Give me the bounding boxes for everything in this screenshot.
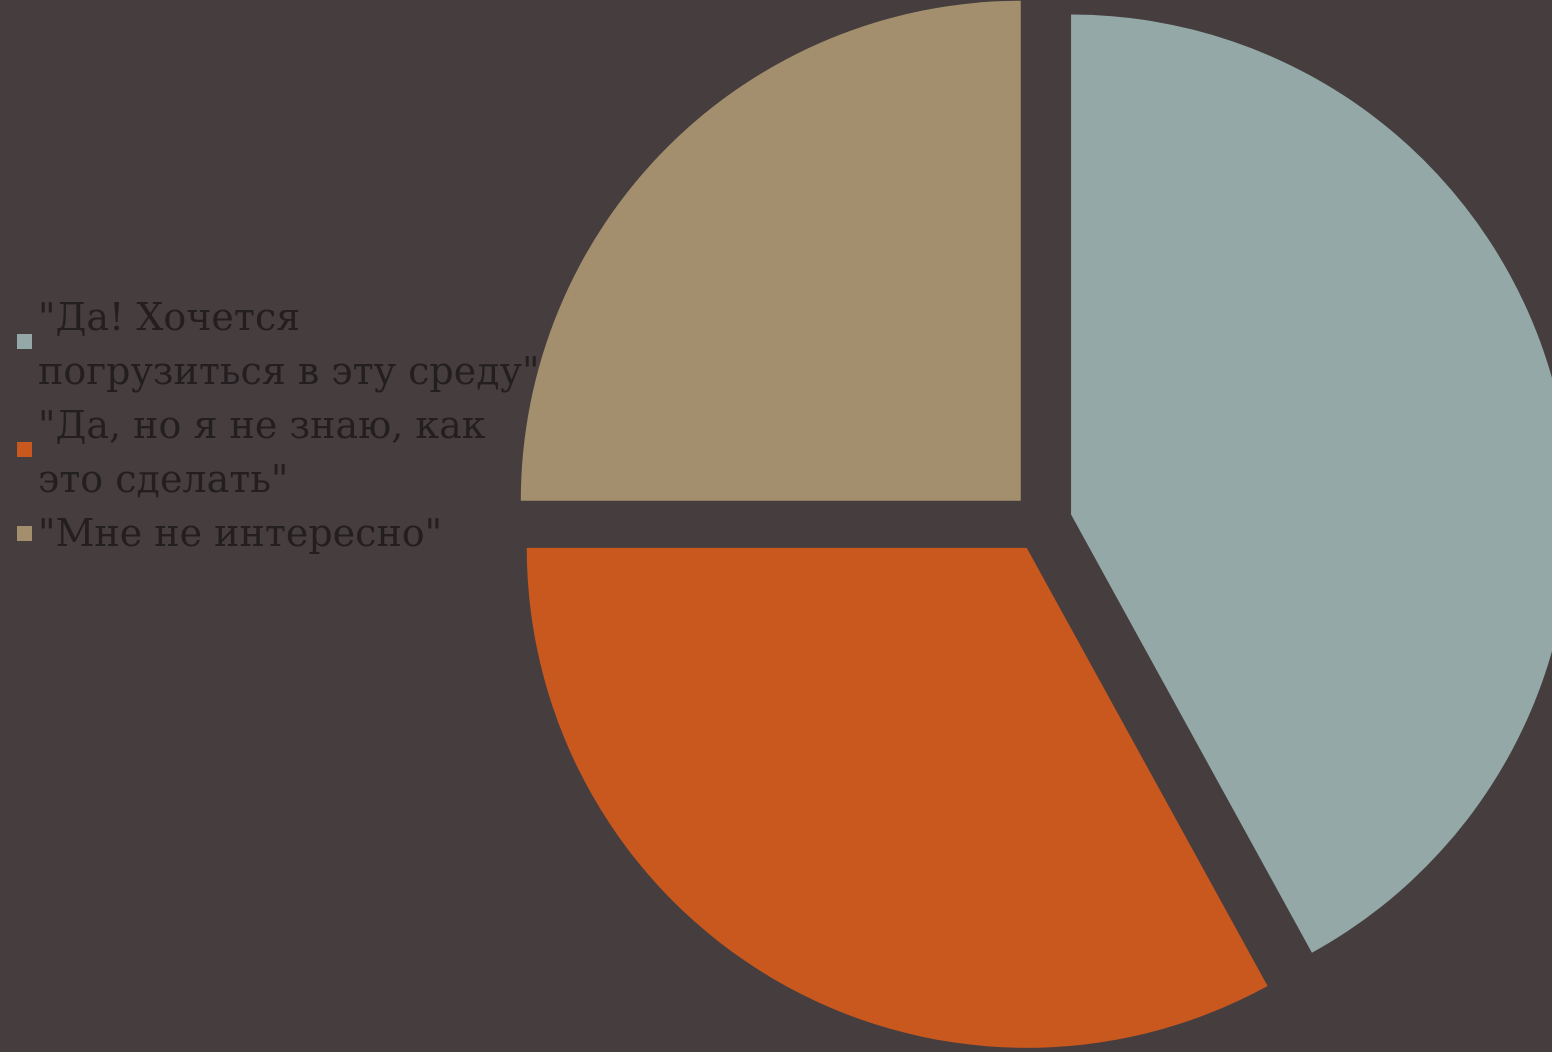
legend-label-1: "Да, но я не знаю, как это сделать" [38,403,486,501]
legend-swatch-1 [17,442,32,457]
chart-legend: "Да! Хочется погрузиться в эту среду" "Д… [14,290,554,560]
legend-swatch-2 [17,526,32,541]
pie-slice-0 [1071,14,1552,953]
legend-item-2: "Мне не интересно" [14,506,554,560]
legend-swatch-0 [17,334,32,349]
legend-label-0: "Да! Хочется погрузиться в эту среду" [38,295,540,393]
pie-slice-2 [520,0,1021,501]
legend-item-1: "Да, но я не знаю, как это сделать" [14,398,554,506]
legend-label-2: "Мне не интересно" [38,511,443,555]
legend-item-0: "Да! Хочется погрузиться в эту среду" [14,290,554,398]
pie-slice-1 [526,547,1268,1048]
